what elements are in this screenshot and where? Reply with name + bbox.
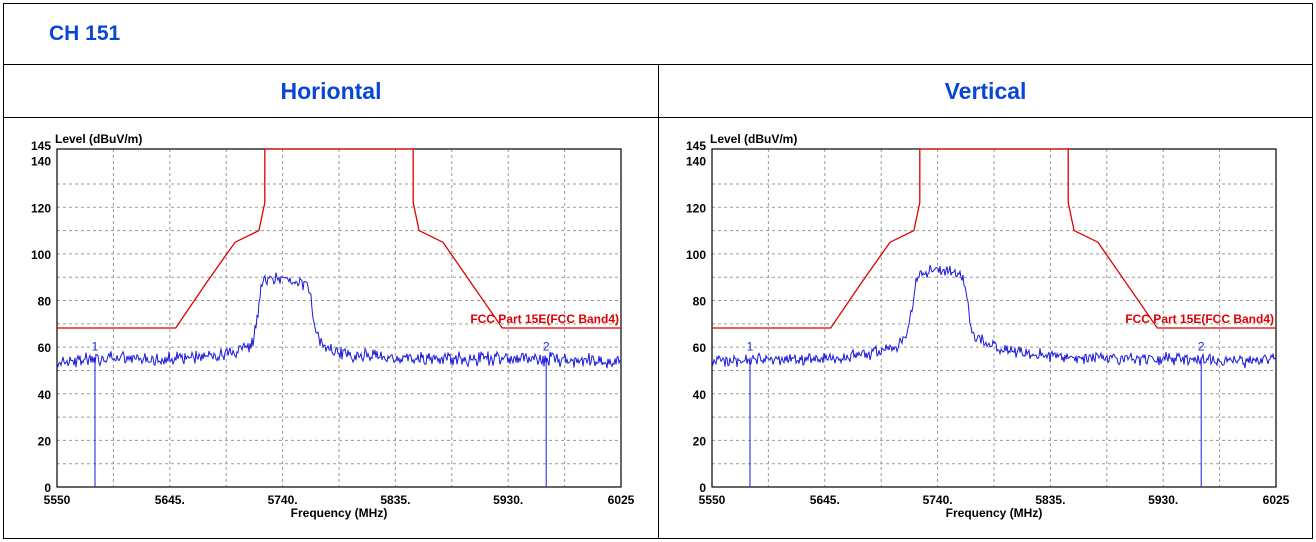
x-axis-label: Frequency (MHz) <box>291 506 388 520</box>
plot-cell-horizontal: 0 20 40 60 80 100 120 140 145 5550 5645. 5740. 5835.… <box>3 117 659 539</box>
limit-line-label: FCC Part 15E(FCC Band4) <box>470 312 619 326</box>
marker-label-1: 1 <box>747 340 754 354</box>
x-tick-label: 5835. <box>380 493 410 507</box>
x-tick-label: 5740. <box>923 493 953 507</box>
x-tick-label: 5550 <box>699 493 726 507</box>
grid <box>57 149 621 487</box>
y-tick-label: 80 <box>38 295 52 309</box>
y-tick-label: 145 <box>31 139 51 153</box>
measurement-trace <box>711 264 1277 369</box>
y-tick-label: 145 <box>686 139 706 153</box>
y-axis-label: Level (dBuV/m) <box>710 132 797 146</box>
y-tick-label: 0 <box>44 481 51 495</box>
x-tick-label: 5930. <box>493 493 523 507</box>
x-tick-label: 6025 <box>1263 493 1290 507</box>
x-tick-label: 5550 <box>44 493 71 507</box>
limit-line-label: FCC Part 15E(FCC Band4) <box>1125 312 1274 326</box>
x-axis-label: Frequency (MHz) <box>946 506 1043 520</box>
limit-line <box>712 148 1276 329</box>
y-tick-label: 60 <box>38 341 52 355</box>
x-tick-label: 5645. <box>155 493 185 507</box>
y-tick-label: 140 <box>31 155 51 169</box>
measurement-trace <box>56 272 622 369</box>
plot-cell-vertical: 0 20 40 60 80 100 120 140 145 5550 5645. 5740. 5835.… <box>657 117 1314 539</box>
channel-title: CH 151 <box>49 22 121 45</box>
y-tick-label: 140 <box>686 155 706 169</box>
y-axis-label: Level (dBuV/m) <box>55 132 142 146</box>
x-tick-label: 5930. <box>1148 493 1178 507</box>
y-tick-label: 20 <box>693 434 707 448</box>
y-tick-label: 0 <box>699 481 706 495</box>
y-tick-label: 120 <box>31 201 51 215</box>
x-tick-label: 6025 <box>608 493 635 507</box>
limit-line <box>57 148 621 329</box>
y-tick-label: 120 <box>686 201 706 215</box>
marker-label-2: 2 <box>543 339 550 353</box>
marker-label-1: 1 <box>92 340 99 354</box>
y-tick-label: 60 <box>693 341 707 355</box>
y-tick-label: 40 <box>693 388 707 402</box>
spectrum-chart-vertical: 0 20 40 60 80 100 120 140 145 5550 5645. 5740. 5835.… <box>686 132 1290 520</box>
y-tick-label: 100 <box>686 248 706 262</box>
spectrum-chart-horizontal: 0 20 40 60 80 100 120 140 145 5550 5645. 5740. 5835.… <box>31 132 635 520</box>
y-tick-label: 80 <box>693 295 707 309</box>
report-table: CH 151 Horiontal Vertical 0 20 40 60 80 100 12… <box>2 3 1314 539</box>
y-tick-label: 100 <box>31 248 51 262</box>
x-tick-label: 5740. <box>268 493 298 507</box>
marker-label-2: 2 <box>1198 339 1205 353</box>
channel-row: CH 151 <box>2 3 1314 65</box>
y-tick-label: 20 <box>38 434 52 448</box>
grid <box>712 149 1276 487</box>
x-tick-label: 5835. <box>1035 493 1065 507</box>
panel-heading-vertical: Vertical <box>657 64 1314 118</box>
y-tick-label: 40 <box>38 388 52 402</box>
panel-heading-horizontal: Horiontal <box>3 64 659 118</box>
x-tick-label: 5645. <box>810 493 840 507</box>
